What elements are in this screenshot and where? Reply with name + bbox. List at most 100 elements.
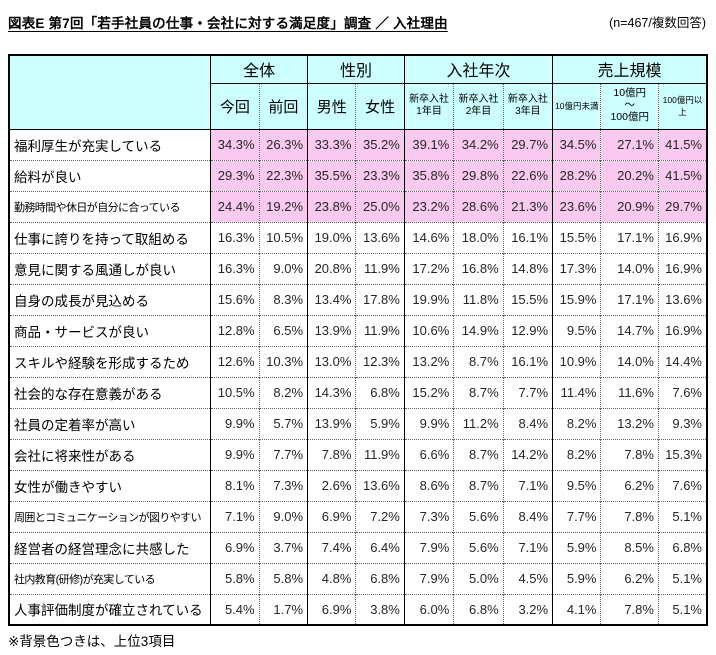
value-cell: 41.5% (657, 159, 707, 191)
value-cell: 11.4% (552, 376, 601, 408)
value-cell: 11.9% (355, 252, 405, 284)
value-cell: 8.7% (453, 438, 504, 470)
value-cell: 10.6% (403, 314, 454, 346)
value-cell: 6.8% (657, 531, 707, 563)
value-cell: 22.3% (258, 159, 308, 191)
value-cell: 21.3% (502, 190, 553, 222)
value-cell: 29.3% (210, 159, 260, 191)
value-cell: 10.3% (258, 345, 308, 377)
value-cell: 7.3% (258, 469, 308, 501)
value-cell: 6.9% (307, 500, 356, 532)
value-cell: 35.8% (403, 159, 454, 191)
value-cell: 35.5% (307, 159, 356, 191)
value-cell: 14.7% (600, 314, 659, 346)
table-row: 勤務時間や休日が自分に合っている 24.4% 19.2% 23.8% 25.0% 23.2… (9, 190, 707, 222)
col-header-female: 女性 (355, 83, 405, 130)
value-cell: 11.9% (355, 438, 405, 470)
value-cell: 7.4% (307, 531, 356, 563)
col-header-rev-under10: 10億円未満 (552, 83, 601, 130)
group-header-tenure: 入社年次 (403, 55, 553, 84)
row-label: 女性が働きやすい (9, 469, 212, 501)
value-cell: 16.9% (657, 221, 707, 253)
col-header-current: 今回 (210, 83, 260, 130)
value-cell: 6.4% (355, 531, 405, 563)
table-row: スキルや経験を形成するため 12.6% 10.3% 13.0% 12.3% 13.2% 8.… (9, 345, 707, 377)
value-cell: 13.4% (307, 283, 356, 315)
value-cell: 15.9% (552, 283, 601, 315)
value-cell: 6.6% (403, 438, 454, 470)
value-cell: 6.2% (600, 562, 659, 594)
row-label: 周囲とコミュニケーションが図りやすい (9, 500, 212, 532)
value-cell: 8.2% (552, 407, 601, 439)
value-cell: 41.5% (657, 128, 707, 160)
value-cell: 1.7% (258, 593, 308, 625)
row-label: 商品・サービスが良い (9, 314, 212, 346)
value-cell: 13.2% (600, 407, 659, 439)
row-label: 仕事に誇りを持って取組める (9, 221, 212, 253)
row-label: 自身の成長が見込める (9, 283, 212, 315)
table-row: 給料が良い 29.3% 22.3% 35.5% 23.3% 35.8% 29.8% 22.6%… (9, 159, 707, 191)
row-label: 社内教育(研修)が充実している (9, 562, 212, 594)
corner-cell (9, 55, 212, 130)
col-header-rev-over100: 100億円以上 (657, 83, 707, 130)
row-label: 経営者の経営理念に共感した (9, 531, 212, 563)
value-cell: 6.9% (307, 593, 356, 625)
row-label: 勤務時間や休日が自分に合っている (9, 190, 212, 222)
value-cell: 8.3% (258, 283, 308, 315)
value-cell: 11.6% (600, 376, 659, 408)
col-header-year3: 新卒入社 3年目 (502, 83, 553, 130)
value-cell: 7.1% (210, 500, 260, 532)
table-row: 女性が働きやすい 8.1% 7.3% 2.6% 13.6% 8.6% 8.7% 7.1% 9.5… (9, 469, 707, 501)
value-cell: 19.0% (307, 221, 356, 253)
value-cell: 16.9% (657, 252, 707, 284)
value-cell: 7.8% (600, 438, 659, 470)
value-cell: 29.7% (657, 190, 707, 222)
value-cell: 4.5% (502, 562, 553, 594)
value-cell: 12.6% (210, 345, 260, 377)
value-cell: 15.3% (657, 438, 707, 470)
value-cell: 7.8% (600, 500, 659, 532)
value-cell: 14.6% (403, 221, 454, 253)
table-row: 意見に関する風通しが良い 16.3% 9.0% 20.8% 11.9% 17.2% 16.8… (9, 252, 707, 284)
value-cell: 7.1% (502, 531, 553, 563)
value-cell: 3.8% (355, 593, 405, 625)
value-cell: 6.2% (600, 469, 659, 501)
table-row: 社内教育(研修)が充実している 5.8% 5.8% 4.8% 6.8% 7.9% 5.0% 4… (9, 562, 707, 594)
value-cell: 7.6% (657, 376, 707, 408)
value-cell: 14.2% (502, 438, 553, 470)
table-row: 人事評価制度が確立されている 5.4% 1.7% 6.9% 3.8% 6.0% 6.8% 3.… (9, 593, 707, 625)
row-label: 会社に将来性がある (9, 438, 212, 470)
value-cell: 29.7% (502, 128, 553, 160)
value-cell: 17.8% (355, 283, 405, 315)
value-cell: 12.8% (210, 314, 260, 346)
row-label: 社会的な存在意義がある (9, 376, 212, 408)
value-cell: 11.2% (453, 407, 504, 439)
value-cell: 14.0% (600, 345, 659, 377)
value-cell: 15.6% (210, 283, 260, 315)
value-cell: 7.2% (355, 500, 405, 532)
value-cell: 5.8% (210, 562, 260, 594)
value-cell: 26.3% (258, 128, 308, 160)
value-cell: 5.6% (453, 531, 504, 563)
value-cell: 7.8% (307, 438, 356, 470)
value-cell: 28.2% (552, 159, 601, 191)
value-cell: 8.6% (403, 469, 454, 501)
value-cell: 23.8% (307, 190, 356, 222)
value-cell: 8.2% (552, 438, 601, 470)
value-cell: 16.1% (502, 221, 553, 253)
sub-header-row: 今回 前回 男性 女性 新卒入社 1年目 新卒入社 2年目 新卒入社 3年目 1… (9, 83, 707, 130)
value-cell: 20.2% (600, 159, 659, 191)
value-cell: 11.9% (355, 314, 405, 346)
row-label: スキルや経験を形成するため (9, 345, 212, 377)
sample-size-note: (n=467/複数回答) (609, 16, 706, 30)
value-cell: 5.8% (258, 562, 308, 594)
value-cell: 13.9% (307, 314, 356, 346)
value-cell: 4.8% (307, 562, 356, 594)
value-cell: 34.2% (453, 128, 504, 160)
value-cell: 7.8% (600, 593, 659, 625)
value-cell: 8.2% (258, 376, 308, 408)
value-cell: 34.3% (210, 128, 260, 160)
value-cell: 15.5% (552, 221, 601, 253)
value-cell: 16.3% (210, 252, 260, 284)
